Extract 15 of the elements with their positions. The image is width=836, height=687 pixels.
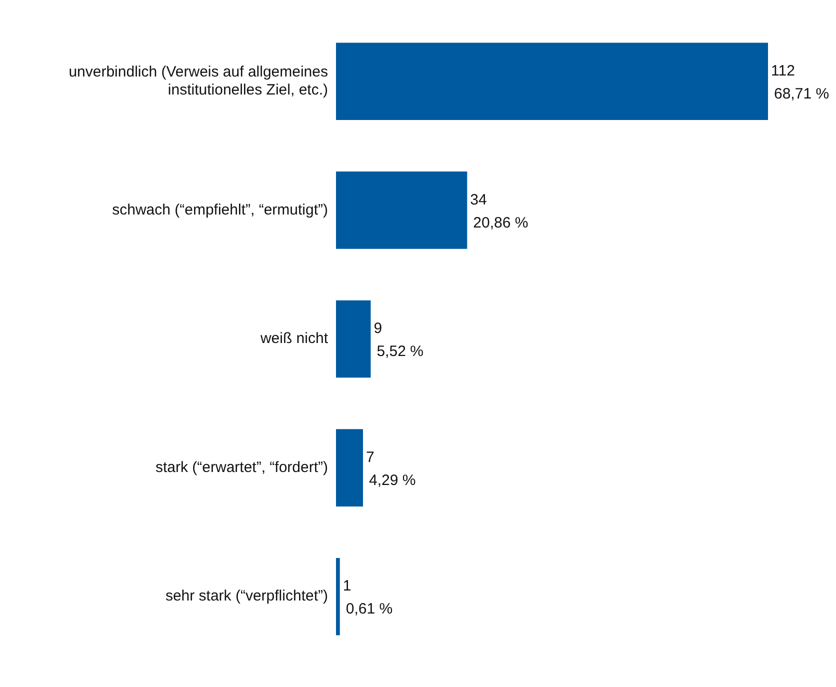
y-tick-label: sehr stark (“verpflichtet”) [165,588,328,605]
y-tick-label: unverbindlich (Verweis auf allgemeines institutionelles Ziel, etc.) [68,64,328,99]
y-tick-label: schwach (“empfiehlt”, “ermutigt”) [112,201,328,218]
y-tick-label: weiß nicht [259,330,329,348]
data-label: 7 4,29 % [366,448,416,489]
bar [336,429,363,506]
y-tick-label: stark (“erwartet”, “fordert”) [155,458,328,476]
data-label: 34 20,86 % [470,191,528,232]
bar [336,42,768,120]
bar [336,172,468,249]
bar [336,300,371,378]
data-label: 112 68,71 % [771,62,830,103]
data-label: 9 5,52 % [374,320,424,360]
data-label: 1 0,61 % [342,578,393,618]
bar [336,558,340,636]
